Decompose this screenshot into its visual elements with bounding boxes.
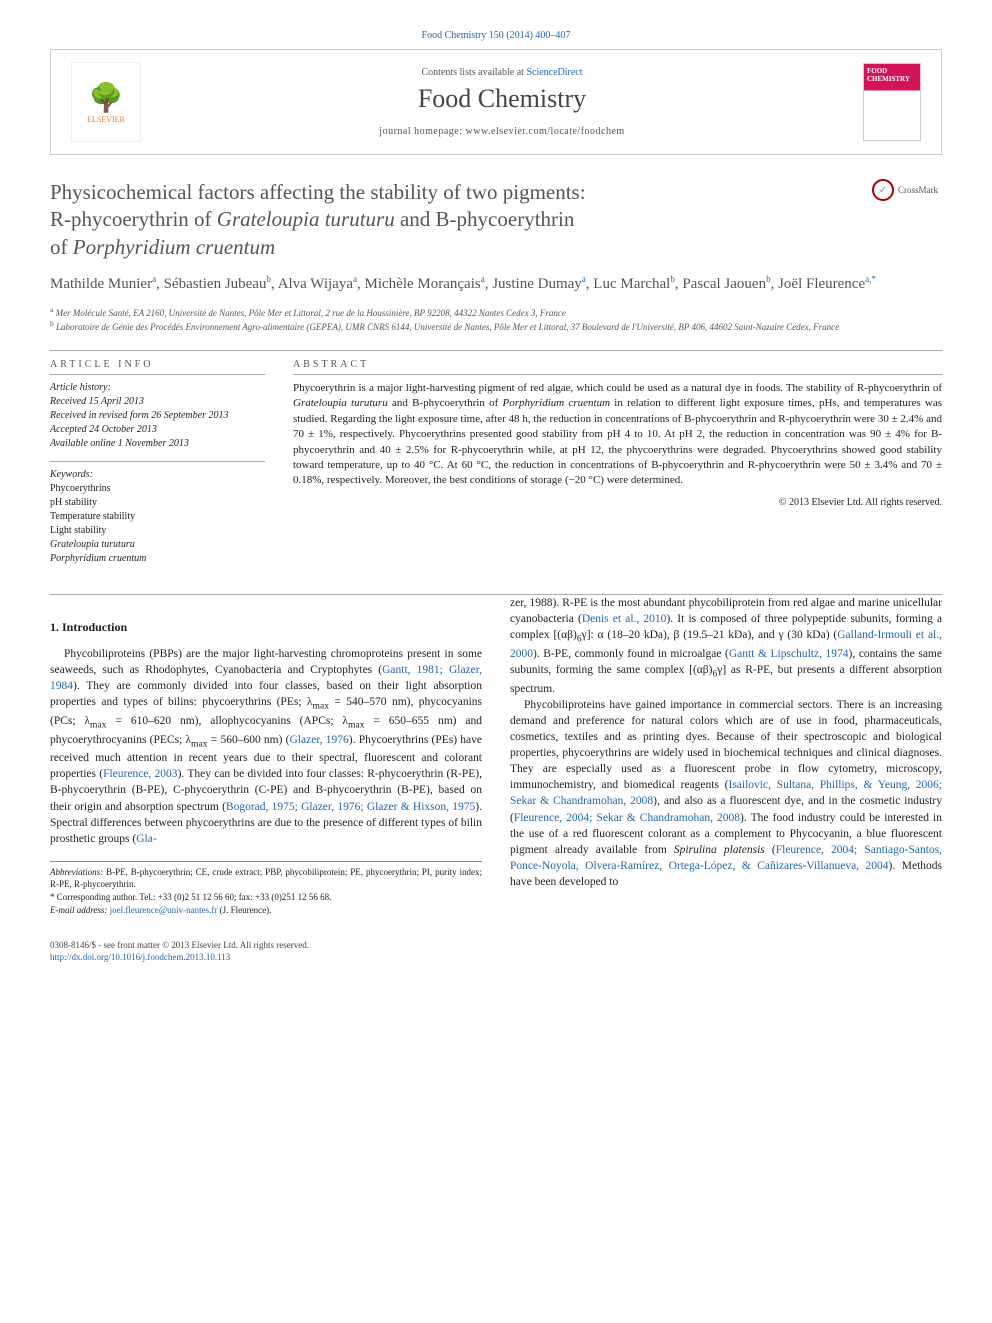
title-line2-post: and B-phycoerythrin — [395, 207, 575, 231]
sciencedirect-link[interactable]: ScienceDirect — [526, 67, 582, 78]
abstract: ABSTRACT Phycoerythrin is a major light-… — [293, 359, 942, 566]
history-online: Available online 1 November 2013 — [50, 437, 265, 451]
abstract-em: Porphyridium cruentum — [503, 397, 611, 409]
homepage-url[interactable]: www.elsevier.com/locate/foodchem — [466, 126, 625, 137]
abstract-part: and B-phycoerythrin of — [388, 397, 503, 409]
email-label: E-mail address: — [50, 905, 107, 915]
elsevier-logo: 🌳 ELSEVIER — [71, 62, 141, 142]
contents-prefix: Contents lists available at — [421, 67, 526, 78]
history-revised: Received in revised form 26 September 20… — [50, 409, 265, 423]
divider — [50, 350, 942, 351]
corr-label: * Corresponding author. — [50, 892, 137, 902]
keyword: pH stability — [50, 496, 265, 510]
journal-name: Food Chemistry — [141, 84, 863, 114]
body-paragraph: Phycobiliproteins (PBPs) are the major l… — [50, 646, 482, 847]
keyword: Light stability — [50, 524, 265, 538]
email-link[interactable]: joel.fleurence@univ-nantes.fr — [110, 905, 218, 915]
body-paragraph: Phycobiliproteins have gained importance… — [510, 697, 942, 890]
history-label: Article history: — [50, 381, 265, 395]
title-line1: Physicochemical factors affecting the st… — [50, 180, 586, 204]
keyword-em: Porphyridium cruentum — [50, 552, 265, 566]
affiliations: a Mer Molécule Santé, EA 2160, Universit… — [50, 305, 942, 334]
keywords: Keywords: Phycoerythrins pH stability Te… — [50, 468, 265, 566]
body-text: 1. Introduction Phycobiliproteins (PBPs)… — [50, 595, 942, 916]
publisher-name: ELSEVIER — [87, 115, 125, 124]
divider — [50, 461, 265, 462]
keywords-label: Keywords: — [50, 468, 265, 482]
article-title: Physicochemical factors affecting the st… — [50, 179, 856, 261]
footer: 0308-8146/$ - see front matter © 2013 El… — [50, 940, 942, 963]
section-heading: 1. Introduction — [50, 619, 482, 636]
abstract-em: Grateloupia turuturu — [293, 397, 388, 409]
email-who: (J. Fleurence). — [217, 905, 271, 915]
authors: Mathilde Muniera, Sébastien Jubeaub, Alv… — [50, 273, 942, 295]
contents-line: Contents lists available at ScienceDirec… — [141, 67, 863, 78]
abstract-part: Phycoerythrin is a major light-harvestin… — [293, 382, 942, 394]
article-history: Article history: Received 15 April 2013 … — [50, 381, 265, 451]
corr-text: Tel.: +33 (0)2 51 12 56 60; fax: +33 (0)… — [137, 892, 331, 902]
info-abstract-row: ARTICLE INFO Article history: Received 1… — [50, 359, 942, 566]
affiliation-b: Laboratoire de Génie des Procédés Enviro… — [56, 322, 839, 332]
affiliation-a: Mer Molécule Santé, EA 2160, Université … — [56, 308, 566, 318]
body-paragraph: zer, 1988). R-PE is the most abundant ph… — [510, 595, 942, 697]
abstract-label: ABSTRACT — [293, 359, 942, 370]
abbrev-text: B-PE, B-phycoerythrin; CE, crude extract… — [50, 867, 482, 890]
homepage-prefix: journal homepage: — [379, 126, 465, 137]
elsevier-tree-icon: 🌳 — [89, 81, 124, 115]
journal-header: 🌳 ELSEVIER Contents lists available at S… — [50, 49, 942, 155]
copyright: © 2013 Elsevier Ltd. All rights reserved… — [293, 497, 942, 508]
cover-thumbnail: FOOD CHEMISTRY — [863, 63, 921, 141]
article-info-label: ARTICLE INFO — [50, 359, 265, 370]
divider — [293, 374, 942, 375]
title-line2-em: Grateloupia turuturu — [217, 207, 395, 231]
keyword: Phycoerythrins — [50, 482, 265, 496]
title-line3-pre: of — [50, 235, 73, 259]
homepage-line: journal homepage: www.elsevier.com/locat… — [141, 126, 863, 137]
divider — [50, 374, 265, 375]
cover-title: FOOD CHEMISTRY — [867, 67, 917, 83]
abbrev-label: Abbreviations: — [50, 867, 103, 877]
doi-link[interactable]: http://dx.doi.org/10.1016/j.foodchem.201… — [50, 952, 230, 962]
title-row: Physicochemical factors affecting the st… — [50, 179, 942, 261]
abstract-part: in relation to different light exposure … — [293, 397, 942, 486]
crossmark-label: CrossMark — [898, 185, 938, 195]
keyword: Temperature stability — [50, 510, 265, 524]
keyword-em: Grateloupia turuturu — [50, 538, 265, 552]
footer-copyright: 0308-8146/$ - see front matter © 2013 El… — [50, 940, 942, 952]
history-accepted: Accepted 24 October 2013 — [50, 423, 265, 437]
crossmark-icon: ✓ — [872, 179, 894, 201]
footnotes: Abbreviations: B-PE, B-phycoerythrin; CE… — [50, 861, 482, 916]
title-line3-em: Porphyridium cruentum — [73, 235, 275, 259]
citation-line: Food Chemistry 150 (2014) 400–407 — [50, 30, 942, 41]
article-info: ARTICLE INFO Article history: Received 1… — [50, 359, 265, 566]
abstract-text: Phycoerythrin is a major light-harvestin… — [293, 381, 942, 489]
header-center: Contents lists available at ScienceDirec… — [141, 67, 863, 137]
title-line2-pre: R-phycoerythrin of — [50, 207, 217, 231]
crossmark-badge[interactable]: ✓ CrossMark — [872, 179, 942, 201]
history-received: Received 15 April 2013 — [50, 395, 265, 409]
